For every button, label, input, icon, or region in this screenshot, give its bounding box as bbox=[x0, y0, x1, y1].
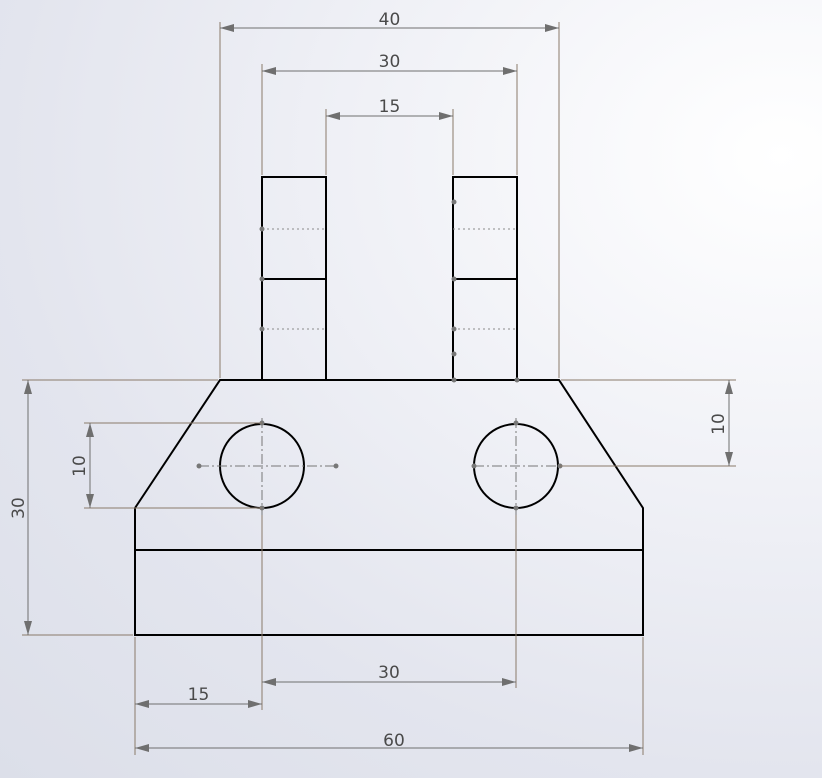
left-lug bbox=[261, 176, 327, 380]
part-outline bbox=[134, 176, 644, 636]
dimension-15-top[interactable]: 15 bbox=[326, 97, 453, 120]
dimension-30-bottom[interactable]: 30 bbox=[262, 663, 516, 686]
dimension-text: 30 bbox=[378, 663, 400, 683]
dimension-text: 40 bbox=[379, 10, 401, 30]
base-block bbox=[134, 549, 644, 636]
dimension-text: 10 bbox=[70, 455, 90, 477]
tapered-body bbox=[134, 379, 644, 550]
dimension-30-top[interactable]: 30 bbox=[262, 52, 517, 75]
sketch-points bbox=[196, 199, 563, 511]
dimension-30-left[interactable]: 30 bbox=[9, 380, 32, 635]
center-lines bbox=[199, 418, 560, 515]
extension-lines bbox=[22, 22, 736, 755]
dimension-40-top[interactable]: 40 bbox=[220, 10, 559, 32]
right-lug bbox=[452, 176, 518, 380]
dimension-text: 15 bbox=[379, 97, 401, 117]
dimension-text: 15 bbox=[188, 685, 210, 705]
dimension-10-left[interactable]: 10 bbox=[70, 423, 94, 508]
dimension-text: 30 bbox=[379, 52, 401, 72]
dimension-15-bottom[interactable]: 15 bbox=[135, 685, 262, 708]
dimension-text: 30 bbox=[9, 497, 29, 519]
dimension-60-bottom[interactable]: 60 bbox=[135, 731, 643, 752]
hidden-lines bbox=[262, 228, 517, 330]
dimension-10-right[interactable]: 10 bbox=[709, 380, 733, 466]
dimension-text: 60 bbox=[383, 731, 405, 751]
dimension-text: 10 bbox=[709, 413, 729, 435]
